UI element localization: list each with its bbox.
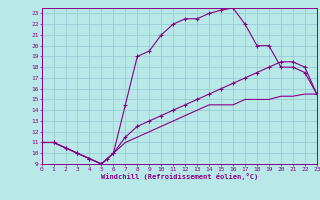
X-axis label: Windchill (Refroidissement éolien,°C): Windchill (Refroidissement éolien,°C): [100, 173, 258, 180]
